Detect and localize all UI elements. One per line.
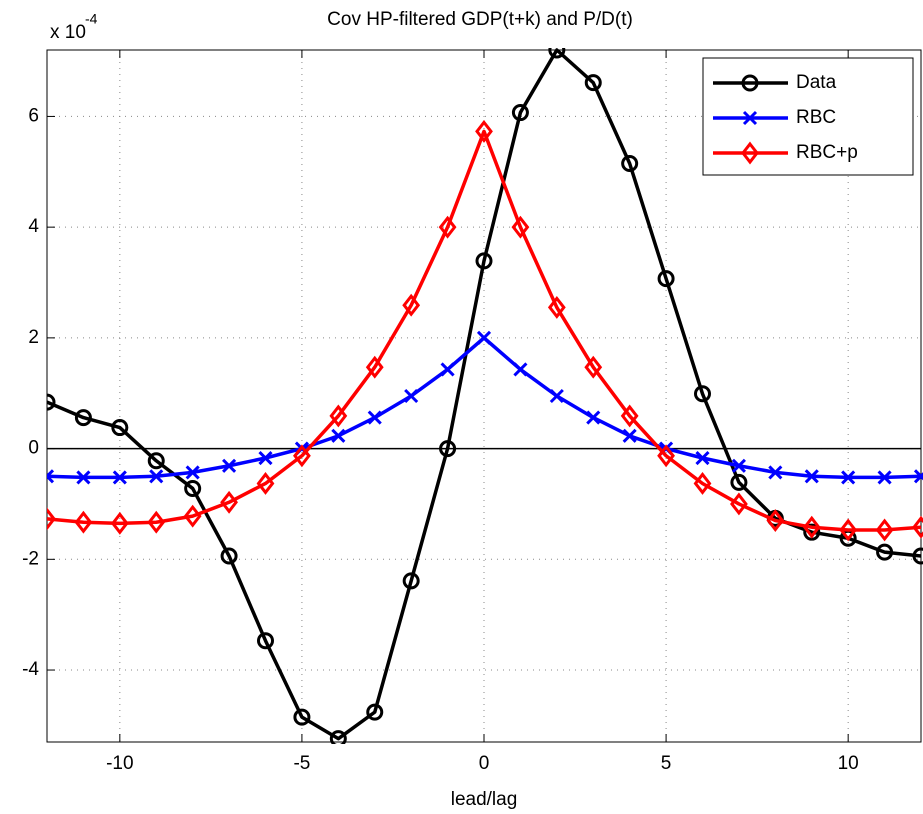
x-axis-label: lead/lag	[451, 789, 518, 810]
legend-label: RBC	[796, 107, 836, 128]
marker	[742, 110, 758, 126]
marker	[476, 330, 492, 345]
marker	[841, 470, 856, 485]
x-tick-label: -10	[106, 753, 133, 774]
x-tick-label: 10	[838, 753, 859, 774]
marker	[621, 154, 639, 172]
marker	[74, 409, 92, 427]
marker	[839, 518, 858, 542]
marker	[912, 515, 923, 539]
marker	[293, 708, 311, 726]
marker	[47, 469, 55, 484]
marker	[74, 510, 93, 534]
marker	[184, 479, 202, 497]
marker	[402, 572, 420, 590]
y-tick-label: 2	[28, 327, 39, 348]
series-line	[47, 48, 922, 741]
marker	[695, 450, 710, 466]
marker	[183, 504, 202, 528]
marker	[513, 362, 528, 377]
marker	[475, 119, 493, 143]
marker	[185, 465, 200, 480]
marker	[331, 428, 346, 443]
marker	[730, 492, 748, 516]
y-tick-label: -2	[22, 548, 39, 569]
marker	[76, 470, 91, 485]
marker	[258, 450, 273, 466]
marker	[730, 473, 748, 491]
marker	[402, 293, 421, 317]
marker	[511, 215, 530, 239]
marker	[440, 362, 455, 377]
y-tick-label: 6	[28, 105, 39, 126]
marker	[367, 410, 382, 425]
marker	[877, 470, 892, 485]
x-tick-label: 0	[479, 753, 490, 774]
marker	[731, 458, 746, 473]
marker	[657, 270, 675, 288]
marker	[657, 444, 675, 468]
y-multiplier: x 10	[50, 22, 86, 43]
legend-label: Data	[796, 72, 837, 93]
marker	[741, 74, 759, 92]
marker	[693, 472, 712, 495]
marker	[620, 404, 639, 428]
legend-label: RBC+p	[796, 142, 858, 163]
marker	[257, 632, 274, 650]
marker	[584, 74, 602, 92]
series-line	[47, 129, 922, 532]
marker	[622, 428, 637, 443]
y-tick-label: 0	[28, 438, 39, 459]
marker	[329, 730, 347, 744]
y-tick-label: 4	[28, 216, 39, 237]
marker	[220, 490, 238, 514]
marker	[876, 543, 894, 561]
marker	[548, 48, 566, 59]
marker	[584, 355, 603, 379]
marker	[365, 355, 384, 379]
marker	[549, 388, 564, 404]
marker	[912, 547, 923, 565]
x-tick-label: -5	[293, 753, 310, 774]
chart-title: Cov HP-filtered GDP(t+k) and P/D(t)	[327, 9, 633, 30]
marker	[438, 215, 457, 239]
y-tick-label: -4	[22, 659, 39, 680]
marker	[47, 507, 56, 531]
marker	[875, 518, 894, 542]
marker	[511, 104, 529, 122]
series-group	[47, 48, 923, 744]
marker	[149, 469, 164, 484]
marker	[475, 252, 493, 270]
marker	[256, 472, 275, 495]
y-exponent: -4	[85, 11, 98, 27]
marker	[222, 458, 237, 473]
marker	[547, 295, 566, 319]
marker	[694, 385, 711, 403]
marker	[329, 404, 348, 428]
marker	[147, 452, 165, 470]
marker	[913, 469, 923, 484]
marker	[586, 410, 601, 425]
marker	[404, 388, 419, 404]
marker	[741, 141, 759, 165]
marker	[803, 523, 821, 541]
marker	[768, 465, 783, 480]
marker	[802, 515, 821, 539]
marker	[112, 470, 127, 485]
marker	[111, 419, 129, 437]
marker	[110, 511, 129, 535]
marker	[439, 440, 457, 458]
marker	[147, 510, 166, 534]
marker	[766, 509, 785, 533]
marker	[220, 547, 238, 565]
marker	[293, 444, 311, 468]
marker	[47, 393, 56, 411]
x-tick-label: 5	[661, 753, 672, 774]
marker	[804, 469, 819, 484]
marker	[366, 703, 384, 721]
